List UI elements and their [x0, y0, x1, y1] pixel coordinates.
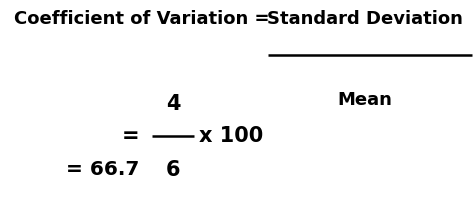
Text: x 100: x 100 [199, 126, 264, 146]
Text: 6: 6 [166, 160, 180, 180]
Text: Standard Deviation: Standard Deviation [267, 10, 463, 28]
Text: Mean: Mean [337, 91, 392, 109]
Text: Coefficient of Variation =: Coefficient of Variation = [14, 10, 276, 28]
Text: 4: 4 [166, 94, 180, 114]
Text: = 66.7: = 66.7 [66, 160, 140, 179]
Text: =: = [122, 126, 140, 146]
